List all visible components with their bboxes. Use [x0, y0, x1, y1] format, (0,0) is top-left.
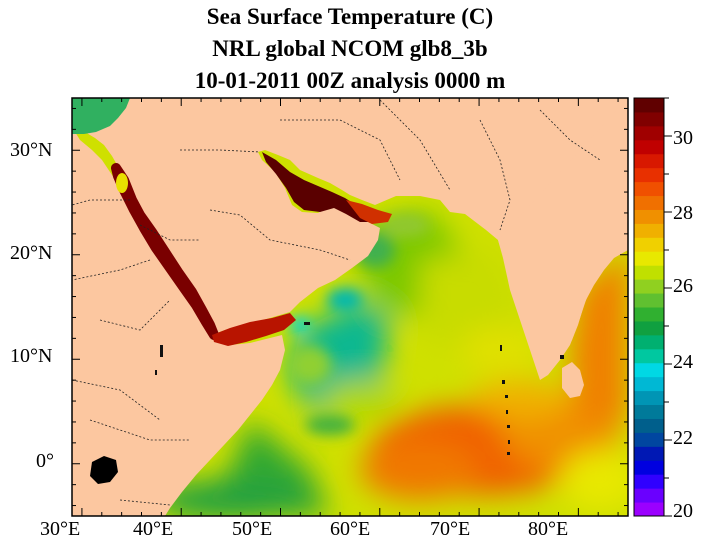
colorbar-segment: [634, 474, 664, 489]
colorbar-segment: [634, 432, 664, 447]
colorbar-label: 20: [673, 500, 693, 522]
lat-tick-label: 10°N: [10, 345, 53, 367]
colorbar-segment: [634, 279, 664, 294]
colorbar-segment: [634, 167, 664, 183]
colorbar-segment: [634, 98, 664, 113]
colorbar-segment: [634, 181, 664, 197]
colorbar-segment: [634, 404, 664, 419]
colorbar-ticks: [664, 97, 672, 517]
lake-victoria: [90, 456, 118, 484]
colorbar-segment: [634, 265, 664, 280]
lon-tick-label: 50°E: [232, 518, 273, 540]
persian-gulf: [262, 152, 372, 222]
colorbar-segment: [634, 195, 664, 210]
analysis-date: 10-01-2011 00Z analysis 0000 m: [194, 68, 506, 93]
colorbar-frame: [633, 97, 665, 517]
colorbar-segment: [634, 251, 664, 266]
colorbar-segment: [634, 362, 664, 378]
gulf-of-oman: [346, 200, 392, 224]
colorbar-segment: [634, 139, 664, 155]
colorbar-segment: [634, 320, 664, 336]
colorbar: [633, 97, 665, 517]
islands: [155, 322, 564, 455]
colorbar-label: 28: [673, 202, 693, 224]
colorbar-segment: [634, 223, 664, 238]
sst-eddies: [288, 213, 430, 435]
colorbar-segment: [634, 153, 664, 169]
lon-tick-label: 30°E: [40, 518, 81, 540]
colorbar-segment: [634, 460, 664, 475]
gulf-of-aden: [212, 313, 296, 346]
colorbar-segment: [634, 111, 664, 127]
lon-tick-label: 80°E: [528, 518, 569, 540]
colorbar-segment: [634, 502, 664, 517]
map-area: [72, 98, 628, 516]
colorbar-segment: [634, 293, 664, 308]
lon-tick-label: 70°E: [430, 518, 471, 540]
colorbar-label: 22: [673, 427, 693, 449]
model-name: NRL global NCOM glb8_3b: [212, 36, 488, 61]
colorbar-segment: [634, 376, 664, 392]
borders: [72, 99, 601, 506]
land: [72, 98, 628, 516]
colorbar-label: 24: [673, 351, 693, 373]
map-frame: [71, 97, 629, 517]
colorbar-segment: [634, 209, 664, 224]
lat-tick-label: 0°: [36, 450, 54, 472]
colorbar-segment: [634, 390, 664, 406]
lon-tick-label: 40°E: [133, 518, 174, 540]
colorbar-segment: [634, 348, 664, 364]
lat-tick-label: 20°N: [10, 242, 53, 264]
colorbar-segment: [634, 446, 664, 461]
mediterranean: [72, 98, 130, 134]
lon-tick-label: 60°E: [330, 518, 371, 540]
colorbar-segment: [634, 125, 664, 141]
colorbar-label: 26: [673, 275, 693, 297]
colorbar-label: 30: [673, 127, 693, 149]
colorbar-segment: [634, 237, 664, 252]
colorbar-segment: [634, 334, 664, 350]
colorbar-segment: [634, 488, 664, 503]
map-title: Sea Surface Temperature (C): [206, 4, 494, 29]
gulf-of-suez: [116, 173, 128, 193]
lat-tick-label: 30°N: [10, 139, 53, 161]
colorbar-segment: [634, 307, 664, 322]
axis-ticks: [72, 98, 628, 516]
colorbar-segment: [634, 418, 664, 433]
